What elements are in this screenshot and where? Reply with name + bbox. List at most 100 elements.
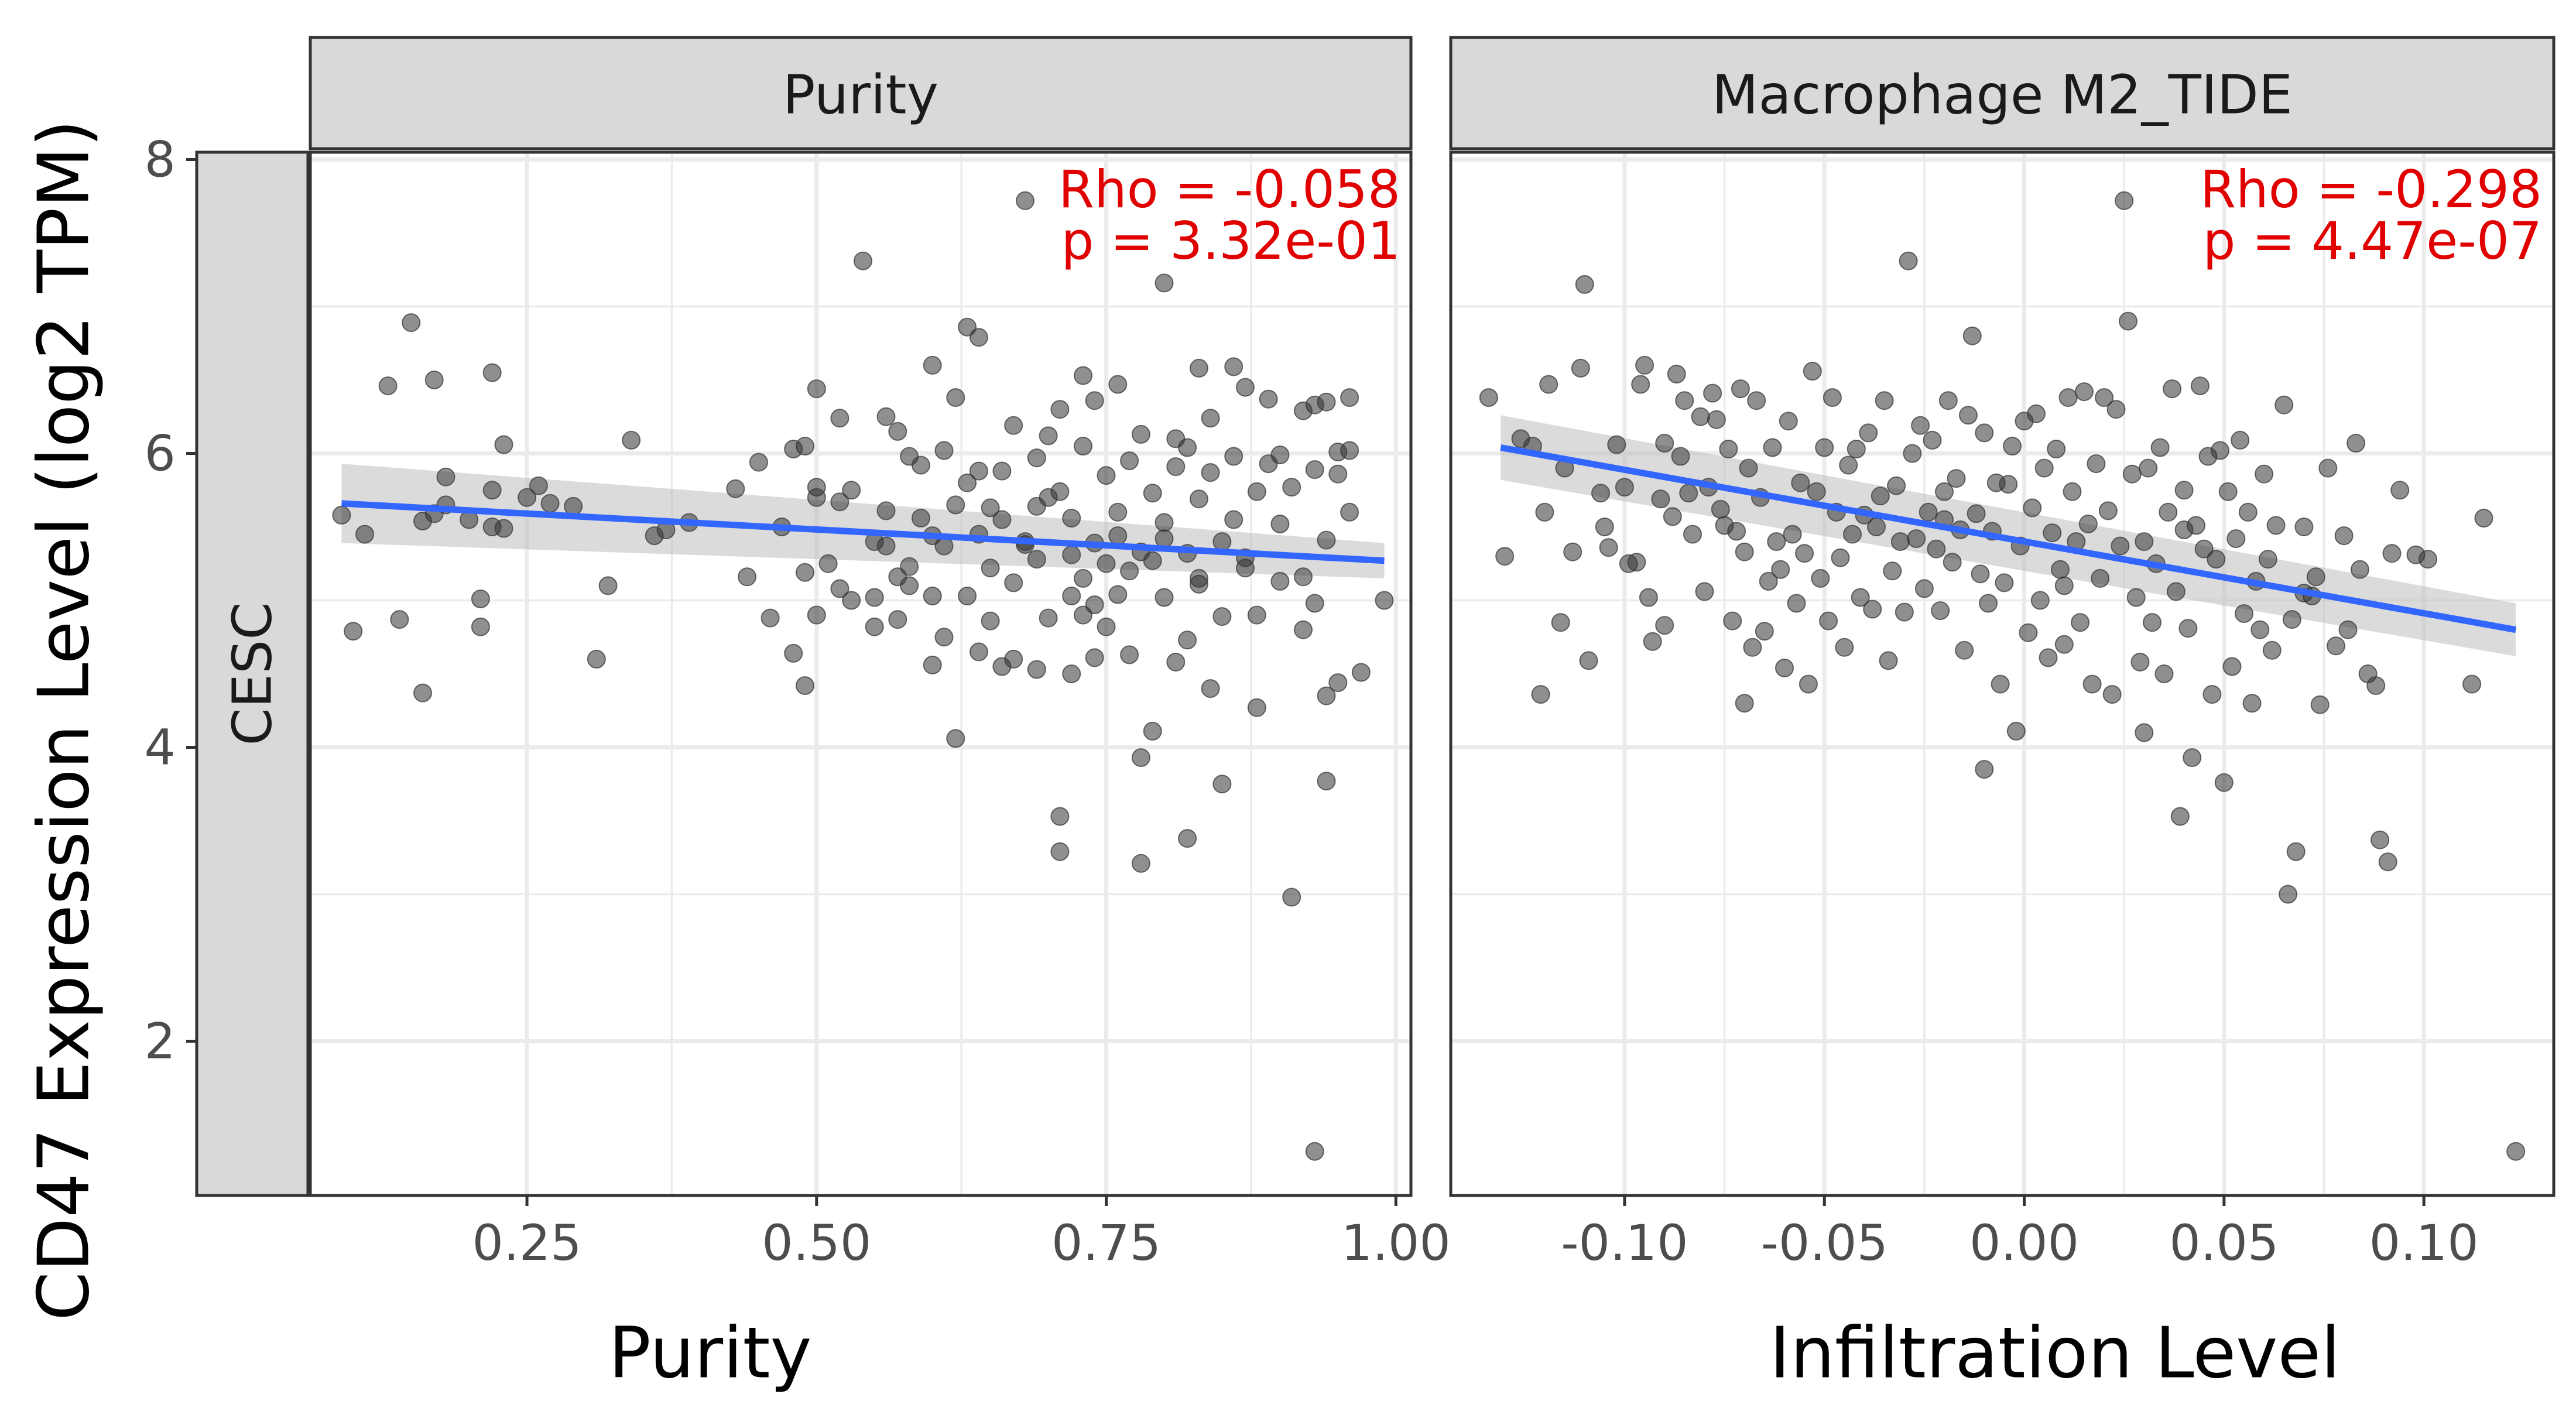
data-point	[1328, 464, 1348, 484]
data-point	[1340, 388, 1359, 407]
x-tick-label: 0.50	[762, 1214, 871, 1272]
confidence-band	[341, 464, 1385, 578]
data-point	[1189, 574, 1208, 594]
data-point	[2462, 674, 2482, 694]
data-point	[1771, 560, 1790, 579]
data-point	[1627, 553, 1646, 572]
data-point	[1711, 499, 1730, 519]
data-point	[598, 576, 618, 595]
data-points	[332, 191, 1394, 1161]
data-point	[2350, 560, 2369, 579]
data-point	[424, 371, 444, 389]
data-point	[2163, 379, 2182, 399]
data-point	[958, 473, 977, 492]
data-point	[587, 649, 606, 669]
data-point	[1201, 679, 1220, 698]
data-point	[1108, 585, 1128, 604]
data-point	[1851, 588, 1870, 607]
data-point	[981, 559, 1000, 578]
x-tick-label: 0.00	[1969, 1214, 2079, 1272]
data-point	[923, 587, 942, 605]
data-point	[1875, 391, 1894, 410]
data-point	[1914, 579, 1934, 598]
data-point	[2054, 576, 2074, 595]
data-point	[1683, 525, 1702, 544]
data-point	[2258, 550, 2277, 569]
data-point	[540, 494, 560, 513]
p-annotation: p = 4.47e-07	[2203, 211, 2542, 271]
data-point	[1755, 622, 1774, 641]
data-point	[969, 642, 988, 662]
data-point	[2255, 464, 2274, 484]
data-point	[1975, 760, 1994, 779]
data-point	[2006, 721, 2026, 741]
data-point	[1097, 617, 1116, 636]
data-point	[1835, 638, 1854, 657]
data-point	[807, 379, 826, 399]
data-point	[2135, 723, 2154, 742]
data-point	[1831, 548, 1850, 567]
regression-line	[341, 500, 1385, 564]
data-point	[1305, 594, 1324, 613]
x-tick-label: 0.10	[2369, 1214, 2479, 1272]
data-point	[1224, 447, 1244, 466]
data-point	[1108, 526, 1128, 546]
data-point	[2378, 852, 2397, 872]
data-point	[1085, 595, 1104, 614]
data-point	[1671, 447, 1690, 466]
data-point	[1727, 522, 1746, 541]
y-tick-label: 6	[145, 425, 176, 482]
data-point	[1317, 686, 1336, 705]
data-point	[888, 610, 907, 629]
p-annotation: p = 3.32e-01	[1061, 211, 1400, 271]
data-point	[1767, 532, 1786, 551]
data-point	[1967, 504, 1986, 523]
data-point	[1062, 664, 1081, 683]
data-point	[923, 655, 942, 674]
panel-strip-label: Macrophage M2_TIDE	[1712, 63, 2293, 126]
data-point	[1328, 673, 1348, 693]
data-point	[1779, 412, 1798, 431]
data-point	[1351, 663, 1371, 682]
data-point	[2078, 515, 2098, 533]
data-point	[1575, 275, 1594, 294]
data-point	[830, 492, 849, 512]
data-point	[1579, 651, 1598, 670]
data-point	[1615, 478, 1634, 497]
data-point	[1847, 440, 1866, 458]
data-point	[1317, 392, 1336, 412]
data-point	[2170, 807, 2190, 826]
data-point	[1317, 530, 1336, 550]
fit-line	[341, 500, 1385, 564]
data-point	[1062, 509, 1081, 527]
data-point	[1027, 660, 1046, 679]
data-point	[2095, 388, 2114, 407]
data-point	[784, 643, 803, 663]
data-point	[981, 611, 1000, 631]
data-point	[1305, 460, 1324, 479]
data-point	[1212, 532, 1232, 551]
data-point	[2222, 657, 2242, 676]
data-point	[807, 605, 826, 625]
data-point	[1074, 437, 1092, 455]
data-point	[2154, 664, 2174, 683]
data-point	[2274, 395, 2294, 414]
data-point	[2235, 604, 2253, 624]
data-point	[1224, 357, 1244, 376]
x-tick-label: -0.05	[1761, 1214, 1888, 1272]
data-point	[1991, 674, 2010, 694]
data-point	[2111, 536, 2130, 556]
panel-border	[1449, 150, 2556, 1197]
data-point	[482, 481, 502, 500]
data-point	[1571, 358, 1590, 378]
data-point	[1663, 507, 1682, 526]
data-point	[854, 251, 872, 270]
panel-strip-bg	[1449, 36, 2556, 150]
data-point	[1016, 191, 1034, 210]
x-axis-title: Purity	[608, 1313, 811, 1395]
data-point	[2310, 695, 2330, 714]
data-point	[2282, 610, 2301, 629]
data-point	[2174, 481, 2194, 500]
data-point	[1759, 571, 1778, 591]
